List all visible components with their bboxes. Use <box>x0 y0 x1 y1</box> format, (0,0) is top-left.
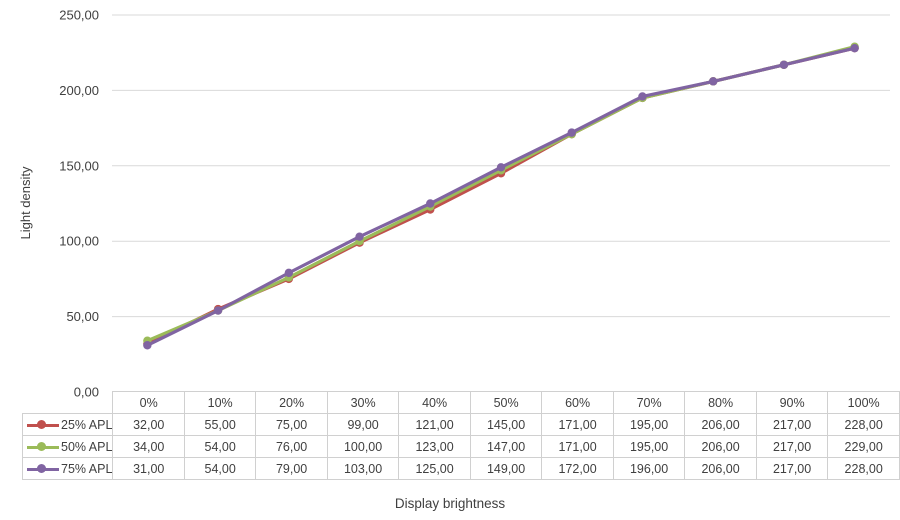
table-cell: 206,00 <box>684 435 757 458</box>
table-cell: 196,00 <box>612 457 686 480</box>
y-tick-label: 0,00 <box>74 385 99 400</box>
series-line <box>146 46 855 347</box>
category-label: 60% <box>541 391 614 414</box>
legend-entry: 75% APL <box>21 457 114 480</box>
series-name: 50% APL <box>61 439 113 454</box>
table-row: 25% APL 32,00 55,00 75,00 99,00 121,00 145,00 1… <box>21 413 900 436</box>
table-cell: 206,00 <box>684 457 757 480</box>
table-cell: 76,00 <box>255 435 328 458</box>
table-cell: 121,00 <box>398 413 471 436</box>
table-cell: 195,00 <box>612 413 686 436</box>
table-cell: 195,00 <box>612 435 686 458</box>
table-cell: 217,00 <box>755 457 829 480</box>
category-label: 90% <box>755 391 829 414</box>
category-label: 10% <box>183 391 257 414</box>
table-cell: 229,00 <box>827 435 900 458</box>
table-cell: 54,00 <box>183 435 257 458</box>
table-cell: 54,00 <box>183 457 257 480</box>
data-point <box>779 60 789 69</box>
table-cell: 125,00 <box>398 457 471 480</box>
table-row: 75% APL 31,00 54,00 79,00 103,00 125,00 149,00… <box>21 457 900 480</box>
table-cell: 75,00 <box>255 413 328 436</box>
category-label: 50% <box>469 391 543 414</box>
table-cell: 217,00 <box>755 413 829 436</box>
data-point <box>355 232 364 241</box>
series-name: 75% APL <box>61 461 113 476</box>
data-point <box>284 268 294 278</box>
category-header-row: 0% 10% 20% 30% 40% 50% 60% 70% 80% 90% 100% <box>23 391 900 414</box>
data-point <box>638 92 647 101</box>
table-cell: 171,00 <box>541 413 614 436</box>
table-cell: 171,00 <box>541 435 614 458</box>
category-label: 0% <box>112 391 185 414</box>
table-cell: 228,00 <box>827 457 900 480</box>
y-tick-label: 200,00 <box>59 83 99 98</box>
y-tick-label: 250,00 <box>59 8 99 23</box>
table-cell: 123,00 <box>398 435 471 458</box>
series-name: 25% APL <box>61 417 113 432</box>
table-cell: 103,00 <box>326 457 400 480</box>
table-cell: 32,00 <box>112 413 185 436</box>
y-tick-label: 150,00 <box>59 158 99 173</box>
legend-entry: 25% APL <box>21 413 114 436</box>
category-label: 70% <box>612 391 686 414</box>
data-point <box>850 43 859 53</box>
data-point <box>213 306 223 315</box>
series-line <box>146 46 855 346</box>
category-label: 80% <box>684 391 757 414</box>
table-cell: 228,00 <box>827 413 900 436</box>
category-label: 100% <box>827 391 900 414</box>
table-cell: 149,00 <box>469 457 543 480</box>
series-1 <box>143 43 859 348</box>
y-tick-label: 50,00 <box>66 309 99 324</box>
table-cell: 217,00 <box>755 435 829 458</box>
y-axis-ticks: 0,00 50,00 100,00 150,00 200,00 250,00 <box>59 8 99 400</box>
legend-entry: 50% APL <box>21 435 114 458</box>
table-corner <box>23 392 113 414</box>
legend-marker-icon <box>25 420 59 430</box>
series-3 <box>143 43 859 350</box>
table-cell: 55,00 <box>183 413 257 436</box>
legend-marker-icon <box>25 442 59 452</box>
data-point <box>426 199 435 208</box>
series-lines <box>143 42 859 350</box>
y-tick-label: 100,00 <box>59 234 99 249</box>
data-point <box>496 163 506 172</box>
table-cell: 100,00 <box>326 435 400 458</box>
y-axis-label: Light density <box>18 166 33 239</box>
table-row: 50% APL 34,00 54,00 76,00 100,00 123,00 147,00… <box>21 435 900 458</box>
x-axis-label: Display brightness <box>394 496 506 511</box>
table-cell: 99,00 <box>326 413 400 436</box>
category-label: 20% <box>255 391 328 414</box>
table-cell: 31,00 <box>112 457 185 480</box>
series-2 <box>143 42 859 345</box>
table-cell: 79,00 <box>255 457 328 480</box>
category-label: 40% <box>398 391 471 414</box>
table-cell: 34,00 <box>112 435 185 458</box>
category-label: 30% <box>326 391 400 414</box>
data-table: 0% 10% 20% 30% 40% 50% 60% 70% 80% 90% 100% 25% AP… <box>21 391 900 480</box>
legend-marker-icon <box>25 464 59 474</box>
table-cell: 145,00 <box>469 413 543 436</box>
data-point <box>143 341 152 350</box>
table-cell: 172,00 <box>541 457 614 480</box>
data-point <box>567 128 576 137</box>
table-cell: 206,00 <box>684 413 757 436</box>
table-cell: 147,00 <box>469 435 543 458</box>
data-point <box>708 77 718 86</box>
